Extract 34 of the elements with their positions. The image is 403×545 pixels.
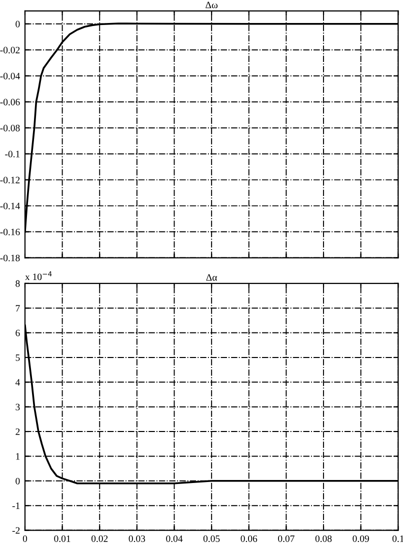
y-tick-label: 7 xyxy=(16,305,20,312)
y-tick-label: 6 xyxy=(16,330,20,336)
y-tick-label: -0.12 xyxy=(0,176,20,184)
y-tick-label: 0 xyxy=(16,478,20,484)
y-tick-label: 0 xyxy=(16,20,20,28)
y-tick-label: 1 xyxy=(16,453,20,460)
y-tick-label: -0.1 xyxy=(5,150,20,158)
y-tick-label: -2 xyxy=(12,527,20,534)
y-tick-label: -0.08 xyxy=(0,124,20,132)
x-tick-label: 0.08 xyxy=(315,535,332,542)
y-tick-label: -1 xyxy=(12,502,20,509)
x-tick-label: 0.01 xyxy=(54,535,70,542)
x-tick-label: 0.05 xyxy=(203,535,220,542)
x-tick-label: 0.02 xyxy=(91,535,108,542)
y-tick-label: -0.06 xyxy=(0,98,20,106)
x-tick-label: 0.09 xyxy=(352,535,369,542)
y-tick-label: -0.04 xyxy=(0,72,20,80)
y-tick-label: 2 xyxy=(16,428,20,435)
x-tick-label: 0 xyxy=(22,535,28,542)
x-tick-label: 0.07 xyxy=(278,535,294,542)
x-tick-label: 0.04 xyxy=(166,535,183,542)
y-tick-label: 4 xyxy=(15,379,20,386)
y-tick-label: 8 xyxy=(16,280,20,287)
chart-title: Δω xyxy=(206,2,218,8)
chart-title: Δα xyxy=(206,274,218,281)
y-tick-label: 5 xyxy=(16,354,20,361)
x-tick-label: 0.03 xyxy=(128,535,146,542)
y-tick-label: -0.14 xyxy=(0,202,20,210)
x-tick-label: 0.06 xyxy=(240,535,258,542)
text: x 10$^{−4}$ xyxy=(25,271,52,280)
y-tick-label: 3 xyxy=(16,404,20,410)
y-tick-label: -0.18 xyxy=(0,254,20,262)
y-tick-label: -0.16 xyxy=(0,228,20,236)
y-tick-label: -0.02 xyxy=(0,46,20,54)
